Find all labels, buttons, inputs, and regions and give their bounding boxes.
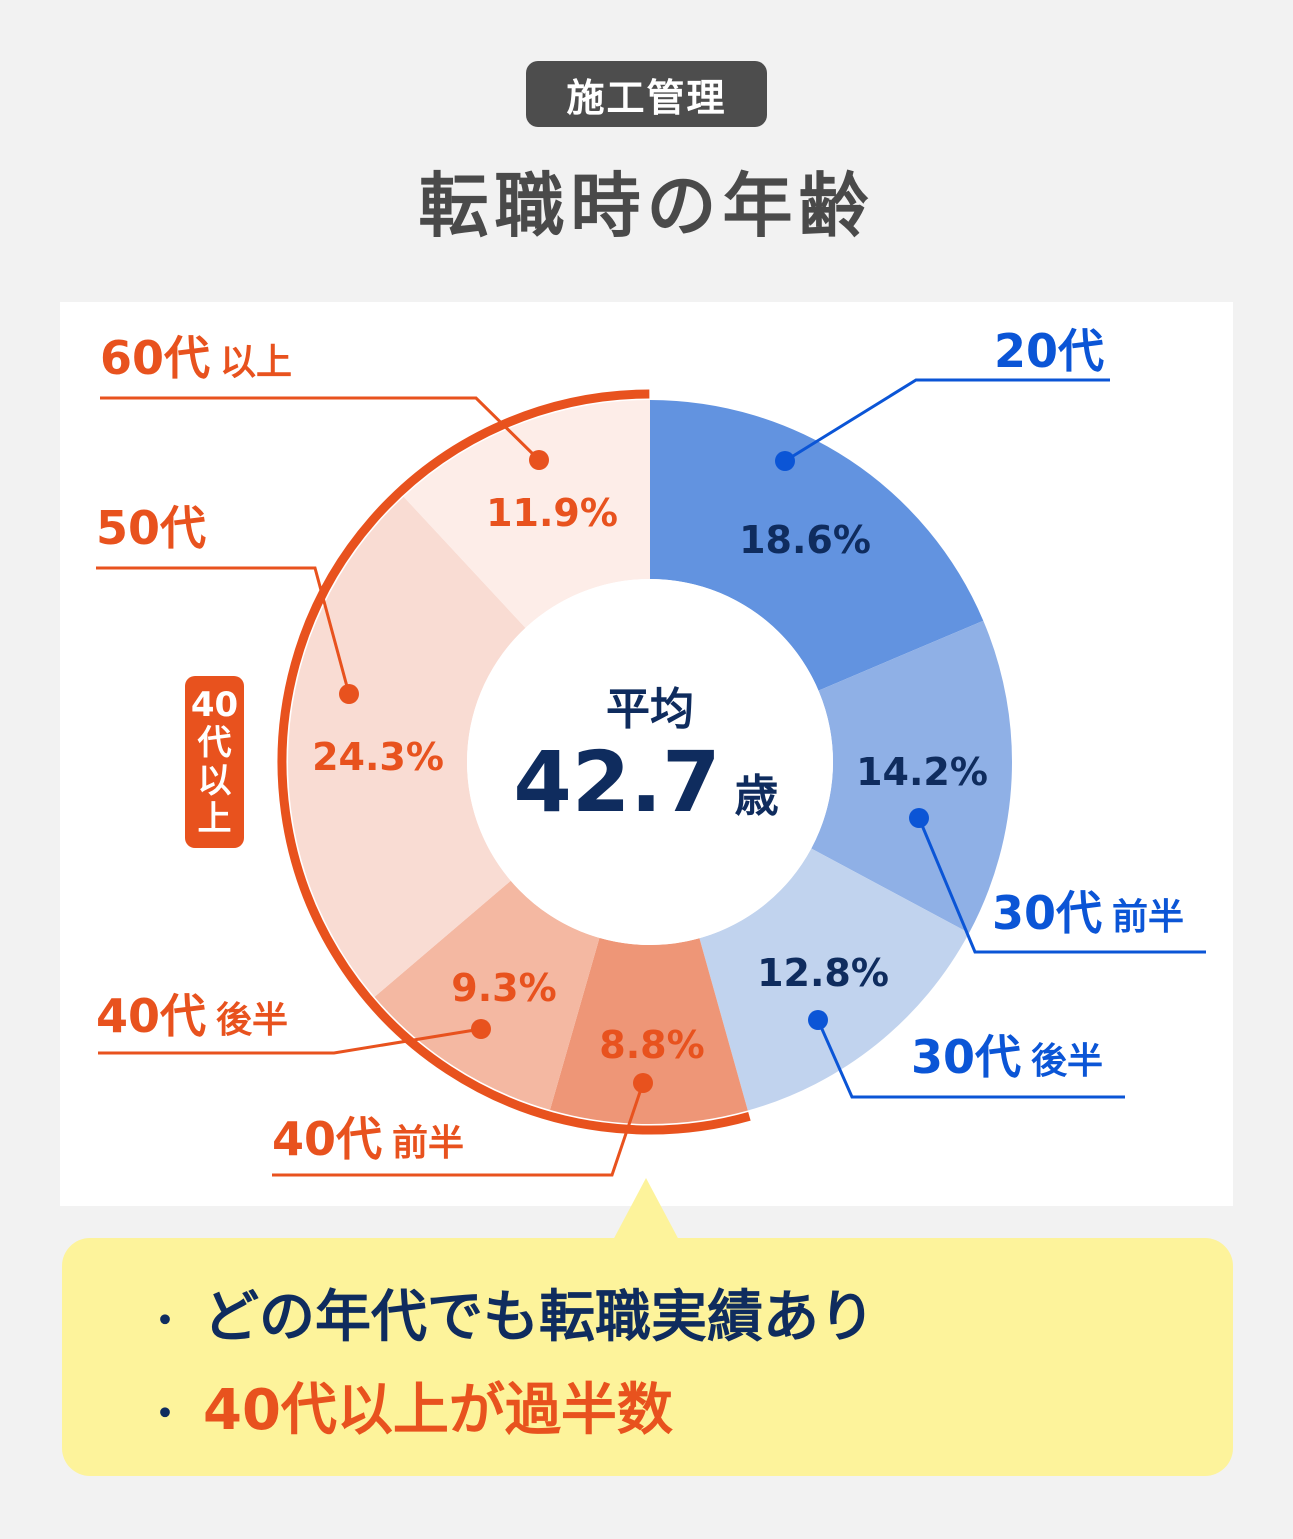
leader-dot [633, 1073, 653, 1093]
callout-tail [612, 1178, 680, 1242]
leader-line [784, 378, 1110, 463]
leader-line [96, 566, 351, 695]
summary-item-1: ・どの年代でも転職実績あり [145, 1285, 875, 1350]
donut-slice [650, 400, 984, 691]
label-50s: 50代 [96, 501, 207, 555]
average-value: 42.7 歳 [513, 733, 778, 831]
pct-60s-plus: 11.9% [486, 491, 618, 535]
label-30s-early: 30代 前半 [992, 886, 1185, 940]
leader-dot [339, 684, 359, 704]
pct-30s-early: 14.2% [856, 750, 988, 794]
donut-slices [287, 400, 1012, 1124]
average-number: 42.7 [513, 733, 721, 831]
leader-dot [909, 808, 929, 828]
donut-slice [287, 496, 526, 997]
leader-line [100, 396, 541, 462]
leader-dot [808, 1010, 828, 1030]
page-title: 転職時の年齢 [418, 165, 875, 247]
summary-item-2: ・ 40代以上が過半数 [145, 1378, 673, 1443]
pct-40s-late: 9.3% [451, 966, 557, 1010]
leader-dot [529, 450, 549, 470]
donut-slice [811, 620, 1012, 934]
average-label: 平均 [606, 684, 694, 735]
donut-hole [467, 579, 833, 945]
leader-dot [471, 1019, 491, 1039]
label-60s-plus: 60代 以上 [100, 331, 293, 385]
bullet-icon: ・ [145, 1297, 185, 1344]
leader-lines [96, 378, 1206, 1177]
leader-line [272, 1082, 645, 1177]
donut-slice [403, 400, 650, 628]
pct-40s-early: 8.8% [599, 1023, 705, 1067]
donut-slice [699, 848, 970, 1111]
over40-badge: 40 代 以 上 [185, 676, 244, 848]
bullet-icon: ・ [145, 1390, 185, 1437]
leader-line [917, 817, 1206, 954]
category-badge: 施工管理 [526, 61, 767, 127]
label-30s-late: 30代 後半 [911, 1030, 1104, 1084]
pct-30s-late: 12.8% [757, 951, 889, 995]
label-40s-late: 40代 後半 [96, 989, 289, 1043]
label-40s-early: 40代 前半 [272, 1112, 465, 1166]
label-20s: 20代 [994, 324, 1105, 378]
donut-slice [374, 880, 600, 1110]
pct-50s: 24.3% [312, 735, 444, 779]
pct-20s: 18.6% [739, 518, 871, 562]
leader-line [98, 1027, 482, 1055]
leader-line [816, 1019, 1125, 1099]
leader-dot [775, 451, 795, 471]
average-unit: 歳 [734, 771, 779, 822]
donut-slice [550, 937, 748, 1124]
summary-callout [62, 1238, 1233, 1476]
over40-group-arc [277, 389, 751, 1135]
